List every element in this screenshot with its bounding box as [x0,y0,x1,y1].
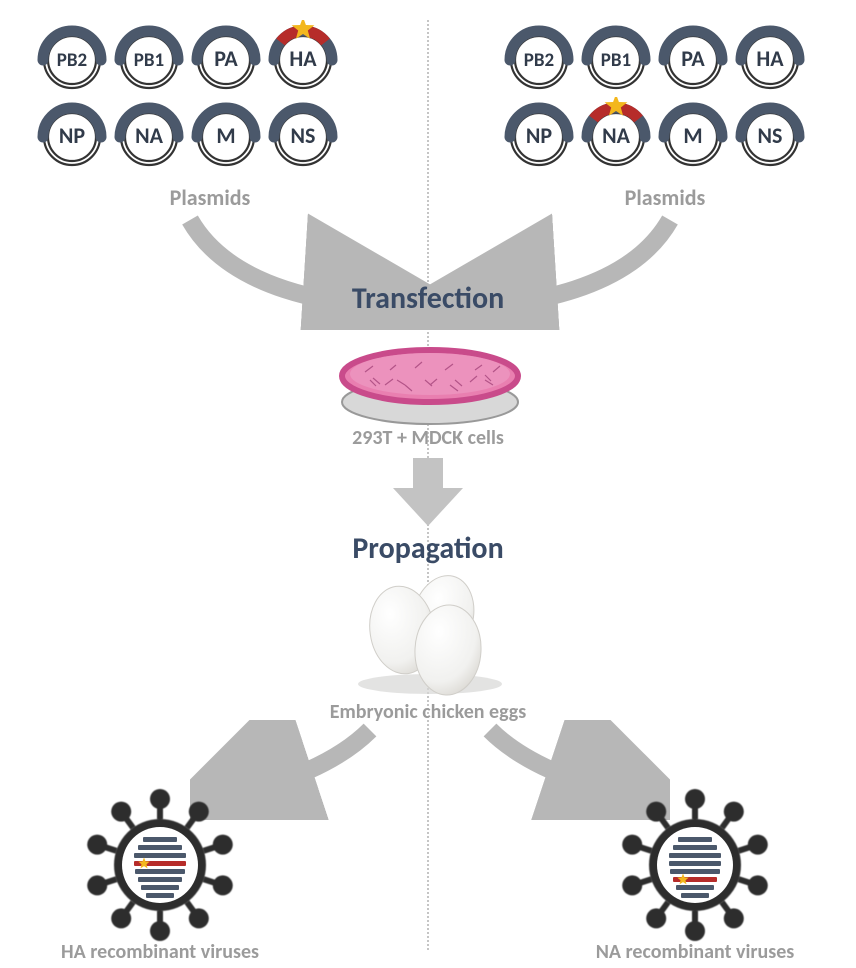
plasmid-pb1: PB1 [579,20,653,94]
svg-text:NP: NP [526,122,552,149]
plasmids-caption-left: Plasmids [135,184,285,211]
plasmid-pa: PA [656,20,730,94]
svg-text:NA: NA [602,122,630,149]
plasmid-group-left: PB2 PB1 PA HA NP NA M NS [35,20,340,171]
plasmid-pb2: PB2 [502,20,576,94]
plasmid-np: NP [35,97,109,171]
svg-text:HA: HA [756,45,784,72]
plasmids-caption-right: Plasmids [590,184,740,211]
arrow-down-big [393,458,463,528]
svg-text:NP: NP [59,122,85,149]
plasmid-na: NA [112,97,186,171]
svg-text:M: M [683,122,702,149]
step-propagation: Propagation [0,530,856,567]
svg-text:NS: NS [291,122,316,149]
plasmid-m: M [656,97,730,171]
svg-text:PB1: PB1 [601,49,631,72]
plasmid-pb1: PB1 [112,20,186,94]
plasmid-pa: PA [189,20,263,94]
svg-text:PA: PA [214,45,238,72]
plasmid-ha: HA [733,20,807,94]
svg-text:PB2: PB2 [57,49,87,72]
petri-dish [335,330,525,430]
svg-text:PB1: PB1 [134,49,164,72]
plasmid-pb2: PB2 [35,20,109,94]
plasmid-group-right: PB2 PB1 PA HA NP NA M NS [502,20,807,171]
svg-text:HA: HA [289,45,317,72]
plasmid-m: M [189,97,263,171]
eggs-caption: Embryonic chicken eggs [0,700,856,724]
svg-text:PA: PA [681,45,705,72]
plasmid-ns: NS [733,97,807,171]
svg-text:NA: NA [135,122,163,149]
virus-right [610,780,780,955]
svg-text:NS: NS [758,122,783,149]
step-transfection: Transfection [0,280,856,317]
svg-text:PB2: PB2 [524,49,554,72]
diagram-canvas: PB2 PB1 PA HA NP NA M NS Plasmids [0,0,856,968]
virus-left [75,780,245,955]
eggs [348,572,513,697]
plasmid-na: NA [579,97,653,171]
virus-caption-left: HA recombinant viruses [40,940,280,964]
svg-text:M: M [216,122,235,149]
plasmid-np: NP [502,97,576,171]
virus-caption-right: NA recombinant viruses [575,940,815,964]
plasmid-ha: HA [266,20,340,94]
plasmid-ns: NS [266,97,340,171]
cells-caption: 293T + MDCK cells [0,426,856,450]
